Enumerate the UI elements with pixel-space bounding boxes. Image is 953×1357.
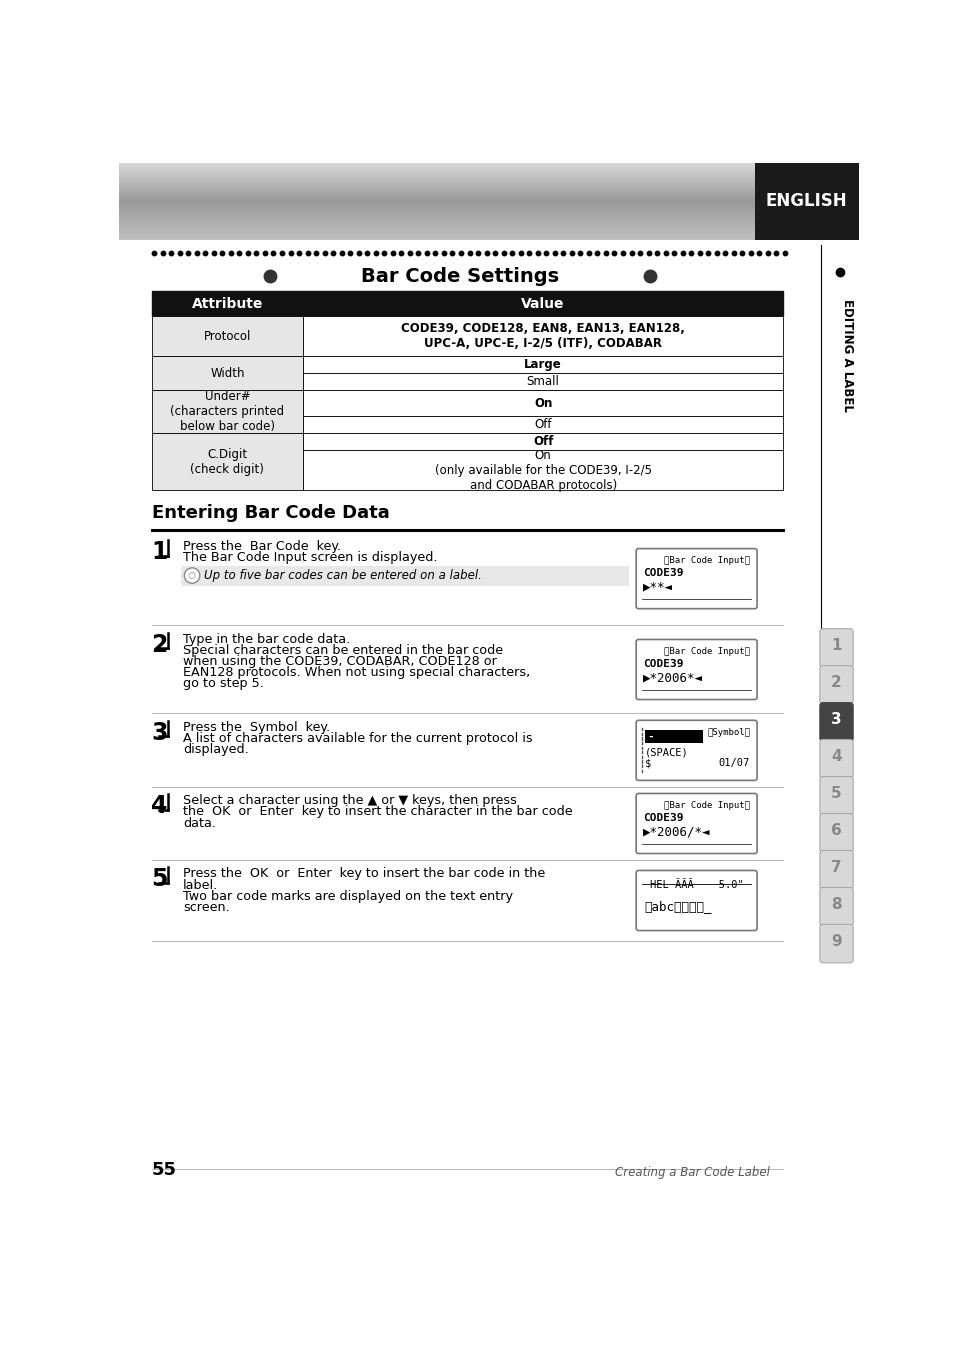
- Bar: [303, 373, 782, 389]
- Text: Type in the bar code data.: Type in the bar code data.: [183, 632, 350, 646]
- Text: Entering Bar Code Data: Entering Bar Code Data: [152, 503, 389, 522]
- Text: 〈Bar Code Input〉: 〈Bar Code Input〉: [663, 801, 749, 810]
- Text: Small: Small: [526, 375, 559, 388]
- FancyBboxPatch shape: [636, 794, 757, 854]
- Text: ▶**◄: ▶**◄: [642, 581, 673, 593]
- Text: Protocol: Protocol: [203, 330, 251, 342]
- Bar: [303, 433, 782, 451]
- Bar: [152, 433, 303, 490]
- Text: The Bar Code Input screen is displayed.: The Bar Code Input screen is displayed.: [183, 551, 436, 565]
- Circle shape: [184, 567, 199, 584]
- Bar: [303, 356, 782, 373]
- Text: 6: 6: [830, 822, 841, 837]
- Text: Width: Width: [210, 366, 244, 380]
- Bar: [754, 163, 858, 240]
- Text: Under#
(characters printed
below bar code): Under# (characters printed below bar cod…: [171, 389, 284, 433]
- Bar: [152, 389, 303, 433]
- Bar: [303, 389, 782, 417]
- Text: data.: data.: [183, 817, 215, 829]
- Text: CODE39: CODE39: [642, 567, 683, 578]
- Text: Large: Large: [524, 358, 561, 370]
- FancyBboxPatch shape: [819, 887, 852, 925]
- Bar: [644, 730, 702, 742]
- Text: 7: 7: [830, 860, 841, 875]
- Text: On: On: [534, 396, 552, 410]
- Text: 5: 5: [830, 786, 841, 801]
- Text: Off: Off: [534, 418, 552, 432]
- Text: 1: 1: [152, 540, 168, 565]
- Text: go to step 5.: go to step 5.: [183, 677, 263, 691]
- FancyBboxPatch shape: [819, 703, 852, 741]
- Text: A list of characters available for the current protocol is: A list of characters available for the c…: [183, 733, 532, 745]
- Text: 〈Bar Code Input〉: 〈Bar Code Input〉: [663, 647, 749, 657]
- Text: $: $: [644, 759, 650, 768]
- Bar: [303, 417, 782, 433]
- Text: Up to five bar codes can be entered on a label.: Up to five bar codes can be entered on a…: [204, 569, 482, 582]
- Text: 〈Symbol〉: 〈Symbol〉: [706, 727, 749, 737]
- Text: 4: 4: [152, 794, 168, 818]
- Text: Attribute: Attribute: [192, 297, 263, 311]
- Text: 2: 2: [152, 632, 168, 657]
- FancyBboxPatch shape: [819, 851, 852, 889]
- Text: 5: 5: [152, 867, 168, 892]
- Text: Creating a Bar Code Label: Creating a Bar Code Label: [615, 1166, 769, 1179]
- Text: Select a character using the ▲ or ▼ keys, then press: Select a character using the ▲ or ▼ keys…: [183, 794, 517, 807]
- Text: -: -: [647, 731, 654, 741]
- FancyBboxPatch shape: [819, 740, 852, 778]
- FancyBboxPatch shape: [636, 870, 757, 931]
- Text: EAN128 protocols. When not using special characters,: EAN128 protocols. When not using special…: [183, 666, 530, 678]
- Circle shape: [189, 573, 195, 578]
- Bar: [152, 316, 303, 356]
- Text: 3: 3: [152, 721, 168, 745]
- Text: 2: 2: [830, 674, 841, 691]
- Text: label.: label.: [183, 878, 218, 892]
- Bar: [303, 451, 782, 490]
- Text: 〈Bar Code Input〉: 〈Bar Code Input〉: [663, 556, 749, 566]
- FancyBboxPatch shape: [819, 776, 852, 816]
- Text: 55: 55: [152, 1162, 176, 1179]
- FancyBboxPatch shape: [819, 813, 852, 852]
- Text: Press the  Bar Code  key.: Press the Bar Code key.: [183, 540, 340, 554]
- Text: Two bar code marks are displayed on the text entry: Two bar code marks are displayed on the …: [183, 890, 513, 902]
- Text: Special characters can be entered in the bar code: Special characters can be entered in the…: [183, 643, 502, 657]
- Text: 3: 3: [830, 712, 841, 727]
- Text: CODE39: CODE39: [642, 813, 683, 822]
- Text: EDITING A LABEL: EDITING A LABEL: [841, 299, 853, 413]
- Text: Press the  Symbol  key.: Press the Symbol key.: [183, 721, 330, 734]
- Text: (SPACE): (SPACE): [644, 748, 688, 757]
- Text: CODE39: CODE39: [642, 658, 683, 669]
- Text: Press the  OK  or  Enter  key to insert the bar code in the: Press the OK or Enter key to insert the …: [183, 867, 544, 881]
- Text: Value: Value: [521, 297, 564, 311]
- Text: 1: 1: [830, 638, 841, 653]
- Text: HEL ÃÃÃ    5.0": HEL ÃÃÃ 5.0": [649, 879, 742, 890]
- Text: CODE39, CODE128, EAN8, EAN13, EAN128,
UPC-A, UPC-E, I-2/5 (ITF), CODABAR: CODE39, CODE128, EAN8, EAN13, EAN128, UP…: [401, 322, 684, 350]
- Text: ENGLISH: ENGLISH: [765, 193, 846, 210]
- Text: ⓘabcⅡⅡⅡⅡ_: ⓘabcⅡⅡⅡⅡ_: [644, 901, 712, 913]
- Bar: [152, 292, 782, 316]
- Text: screen.: screen.: [183, 901, 230, 913]
- Bar: [152, 356, 303, 389]
- FancyBboxPatch shape: [819, 666, 852, 704]
- Bar: [181, 566, 629, 586]
- Text: 9: 9: [830, 934, 841, 949]
- Text: 4: 4: [830, 749, 841, 764]
- Text: ▶*2006*◄: ▶*2006*◄: [642, 672, 702, 684]
- Text: ▶*2006/*◄: ▶*2006/*◄: [642, 825, 710, 839]
- FancyBboxPatch shape: [819, 924, 852, 963]
- Text: the  OK  or  Enter  key to insert the character in the bar code: the OK or Enter key to insert the charac…: [183, 806, 572, 818]
- Text: On
(only available for the CODE39, I-2/5
and CODABAR protocols): On (only available for the CODE39, I-2/5…: [435, 449, 651, 491]
- FancyBboxPatch shape: [636, 548, 757, 609]
- Text: when using the CODE39, CODABAR, CODE128 or: when using the CODE39, CODABAR, CODE128 …: [183, 655, 497, 668]
- Bar: [303, 316, 782, 356]
- FancyBboxPatch shape: [819, 628, 852, 668]
- FancyBboxPatch shape: [636, 721, 757, 780]
- Text: C.Digit
(check digit): C.Digit (check digit): [191, 448, 264, 475]
- FancyBboxPatch shape: [636, 639, 757, 699]
- Text: 8: 8: [830, 897, 841, 912]
- Text: displayed.: displayed.: [183, 744, 249, 756]
- Text: Off: Off: [533, 436, 553, 448]
- Text: Bar Code Settings: Bar Code Settings: [361, 266, 558, 285]
- Text: 01/07: 01/07: [719, 759, 749, 768]
